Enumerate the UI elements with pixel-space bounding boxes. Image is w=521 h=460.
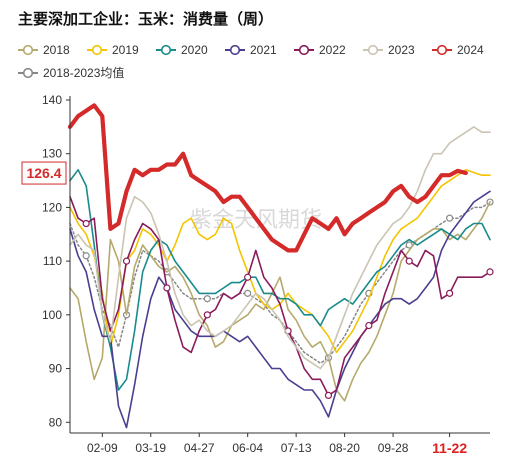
legend-label: 2021 bbox=[250, 43, 277, 57]
legend-label: 2023 bbox=[388, 43, 415, 57]
chart-title: 主要深加工企业：玉米：消费量（周） bbox=[18, 10, 273, 28]
series-line-2020 bbox=[69, 169, 491, 391]
series-line-2021 bbox=[69, 190, 491, 429]
series-line-2023 bbox=[69, 126, 491, 370]
axes: 80 90 100 110 120 130 140 02-09 03-19 04-27 06-04 0… bbox=[42, 93, 490, 456]
plot-area bbox=[67, 103, 494, 429]
data-point bbox=[486, 268, 494, 276]
series-2021 bbox=[69, 190, 491, 429]
legend-swatch-marker bbox=[367, 44, 379, 56]
x-tick-label: 04-27 bbox=[184, 441, 215, 455]
legend-item-2019: 2019 bbox=[87, 43, 139, 57]
y-tick-label: 90 bbox=[49, 362, 63, 376]
data-point bbox=[203, 295, 211, 303]
legend-label: 2020 bbox=[181, 43, 208, 57]
x-tick-label: 02-09 bbox=[87, 441, 118, 455]
y-tick-label: 110 bbox=[43, 254, 62, 268]
x-tick-label-highlight: 11-22 bbox=[432, 440, 467, 456]
x-tick-label: 06-04 bbox=[232, 441, 263, 455]
x-tick-label: 07-13 bbox=[281, 441, 312, 455]
series-line-2018 bbox=[69, 201, 491, 402]
series-2024 bbox=[67, 103, 468, 253]
legend-swatch-marker bbox=[22, 67, 34, 79]
legend-item-2018-2023: 2018-2023均值 bbox=[18, 65, 124, 80]
value-callout: 126.4 bbox=[21, 161, 67, 185]
data-point bbox=[365, 321, 373, 330]
series-line-2024 bbox=[67, 103, 468, 253]
data-point bbox=[405, 257, 413, 265]
data-point bbox=[82, 219, 90, 228]
legend-item-2024: 2024 bbox=[432, 43, 484, 57]
legend-item-2023: 2023 bbox=[363, 43, 415, 57]
legend-item-2021: 2021 bbox=[225, 43, 277, 57]
legend-label: 2019 bbox=[112, 43, 139, 57]
y-tick-label: 120 bbox=[42, 200, 62, 214]
legend-swatch-marker bbox=[91, 44, 103, 56]
legend-item-2018: 2018 bbox=[18, 43, 70, 57]
x-tick-label: 08-20 bbox=[329, 441, 360, 455]
data-point bbox=[446, 214, 454, 222]
data-point bbox=[163, 284, 171, 292]
legend-label: 2024 bbox=[457, 43, 484, 57]
data-point bbox=[405, 241, 413, 249]
legend: 2018 2019 2020 2021 2022 2023 2024 2018-2023均值 bbox=[18, 43, 484, 80]
y-tick-label: 140 bbox=[42, 93, 62, 107]
legend-swatch-marker bbox=[298, 44, 310, 56]
data-point bbox=[82, 252, 90, 260]
y-tick-label: 80 bbox=[49, 415, 63, 429]
data-point bbox=[203, 311, 211, 319]
series-2018 bbox=[69, 201, 491, 402]
legend-label: 2018 bbox=[43, 43, 70, 57]
data-point bbox=[324, 391, 333, 400]
legend-label: 2018-2023均值 bbox=[43, 65, 124, 80]
legend-label: 2022 bbox=[319, 43, 346, 57]
y-tick-label: 100 bbox=[42, 308, 62, 322]
legend-swatch-marker bbox=[229, 44, 241, 56]
data-point bbox=[244, 289, 252, 297]
legend-swatch-marker bbox=[22, 44, 34, 56]
legend-item-2020: 2020 bbox=[156, 43, 208, 57]
data-point bbox=[446, 289, 454, 297]
series-line-2022 bbox=[69, 195, 491, 397]
legend-item-2022: 2022 bbox=[294, 43, 346, 57]
x-tick-label: 09-28 bbox=[378, 441, 409, 455]
x-tick-label: 03-19 bbox=[135, 441, 166, 455]
series-2020 bbox=[69, 169, 491, 391]
data-point bbox=[244, 273, 252, 281]
callout-box bbox=[21, 161, 67, 185]
legend-swatch-marker bbox=[436, 44, 448, 56]
y-tick-label: 130 bbox=[42, 147, 62, 161]
data-point bbox=[122, 257, 131, 265]
legend-swatch-marker bbox=[160, 44, 172, 56]
series-2022 bbox=[69, 195, 494, 400]
callout-value: 126.4 bbox=[26, 165, 61, 181]
series-2023 bbox=[69, 126, 491, 370]
